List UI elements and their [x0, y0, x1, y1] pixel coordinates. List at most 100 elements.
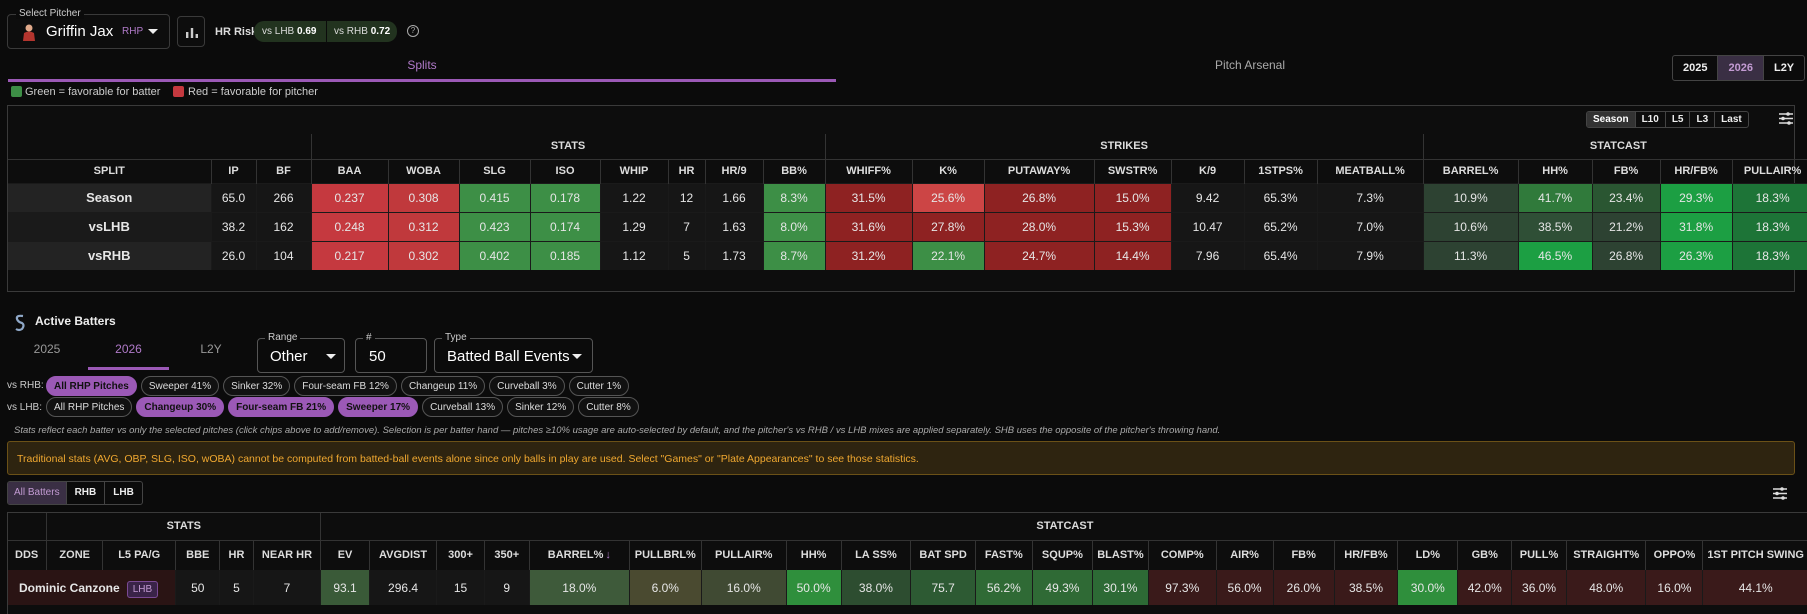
- col-header[interactable]: BF: [256, 159, 312, 183]
- pitch-chip[interactable]: All RHP Pitches: [46, 397, 133, 417]
- batter-col-header[interactable]: DDS: [8, 540, 48, 570]
- batter-year-l2y[interactable]: L2Y: [180, 342, 242, 367]
- pitch-chip[interactable]: All RHP Pitches: [46, 376, 137, 396]
- batter-col-header[interactable]: AVGDIST: [369, 540, 438, 570]
- pitch-chip[interactable]: Sweeper 41%: [140, 376, 220, 396]
- pitch-chip[interactable]: Changeup 11%: [400, 376, 486, 396]
- batter-col-header[interactable]: COMP%: [1148, 540, 1217, 570]
- filter-lhb[interactable]: LHB: [113, 487, 134, 498]
- split-cell: 7.96: [1171, 240, 1245, 270]
- type-select[interactable]: Type Batted Ball Events: [434, 332, 593, 373]
- batter-col-header[interactable]: HR: [219, 540, 254, 570]
- batter-cell: 30.1%: [1092, 570, 1149, 605]
- col-header[interactable]: 1STPS%: [1244, 159, 1318, 183]
- batter-col-header[interactable]: SQUP%: [1032, 540, 1094, 570]
- col-header[interactable]: IP: [211, 159, 257, 183]
- pitch-chip[interactable]: Cutter 1%: [568, 376, 630, 396]
- batter-col-header[interactable]: EV: [320, 540, 370, 570]
- filter-all-batters[interactable]: All Batters: [8, 482, 67, 504]
- help-icon[interactable]: ?: [407, 25, 419, 37]
- range-l5[interactable]: L5: [1666, 112, 1691, 127]
- batter-col-header[interactable]: OPPO%: [1645, 540, 1704, 570]
- col-header[interactable]: WHIFF%: [825, 159, 913, 183]
- batter-col-label: L5 PA/G: [118, 549, 161, 562]
- batter-col-header[interactable]: HR/FB%: [1334, 540, 1399, 570]
- range-last[interactable]: Last: [1721, 114, 1742, 125]
- tab-splits[interactable]: Splits: [8, 58, 836, 82]
- col-header[interactable]: WHIP: [600, 159, 669, 183]
- col-header[interactable]: HH%: [1518, 159, 1593, 183]
- col-header[interactable]: HR/FB%: [1660, 159, 1733, 183]
- batter-col-header[interactable]: BLAST%: [1092, 540, 1149, 570]
- batter-col-label: HH%: [800, 549, 827, 562]
- year-l2y[interactable]: L2Y: [1773, 62, 1795, 74]
- batter-col-header[interactable]: 350+: [484, 540, 530, 570]
- filter-rhb[interactable]: RHB: [67, 482, 106, 504]
- batter-row[interactable]: Dominic Canzone LHB 50 5 7 93.1 296.4 15 9 18.0% 6…: [8, 570, 1807, 605]
- col-header[interactable]: SWSTR%: [1094, 159, 1172, 183]
- count-input[interactable]: # 50: [355, 332, 427, 373]
- batter-col-header[interactable]: FAST%: [975, 540, 1033, 570]
- batter-column-settings-icon[interactable]: [1773, 487, 1787, 500]
- col-header[interactable]: BAA: [311, 159, 389, 183]
- split-cell: 11.3%: [1423, 240, 1519, 270]
- col-header[interactable]: BARREL%: [1423, 159, 1519, 183]
- pitch-chip[interactable]: Sinker 12%: [507, 397, 575, 417]
- pitch-chip[interactable]: Four-seam FB 12%: [294, 376, 397, 396]
- range-l3[interactable]: L3: [1690, 112, 1716, 127]
- year-2026[interactable]: 2026: [1718, 56, 1764, 80]
- col-header[interactable]: HR/9: [705, 159, 764, 183]
- batter-col-header[interactable]: 300+: [436, 540, 485, 570]
- chart-toggle-button[interactable]: [177, 16, 205, 47]
- col-header[interactable]: K/9: [1171, 159, 1245, 183]
- range-season[interactable]: Season: [1587, 112, 1636, 127]
- pitch-chip[interactable]: Four-seam FB 21%: [228, 397, 335, 417]
- batter-col-header[interactable]: AIR%: [1216, 540, 1274, 570]
- col-header[interactable]: SLG: [459, 159, 531, 183]
- year-2025[interactable]: 2025: [1673, 56, 1719, 80]
- col-header[interactable]: SPLIT: [8, 159, 212, 183]
- batter-name[interactable]: Dominic Canzone: [19, 580, 120, 595]
- pitch-chip[interactable]: Changeup 30%: [136, 397, 225, 417]
- batter-col-label: ZONE: [59, 549, 90, 562]
- batter-col-header[interactable]: LD%: [1397, 540, 1459, 570]
- batter-col-header[interactable]: NEAR HR: [253, 540, 322, 570]
- pitch-chip[interactable]: Curveball 3%: [489, 376, 565, 396]
- pitch-chip[interactable]: Sweeper 17%: [338, 397, 419, 417]
- batter-col-header[interactable]: L5 PA/G: [102, 540, 177, 570]
- col-header[interactable]: HR: [668, 159, 706, 183]
- batter-col-header[interactable]: BBE: [175, 540, 221, 570]
- col-header[interactable]: K%: [912, 159, 985, 183]
- pitcher-select[interactable]: Select Pitcher Griffin Jax RHP: [7, 8, 170, 49]
- batter-year-2025[interactable]: 2025: [16, 342, 78, 367]
- batter-col-header[interactable]: FB%: [1273, 540, 1335, 570]
- pitch-chip[interactable]: Cutter 8%: [578, 397, 639, 417]
- batter-col-header[interactable]: 1ST PITCH SWING: [1702, 540, 1807, 570]
- col-header[interactable]: WOBA: [388, 159, 460, 183]
- col-header[interactable]: MEATBALL%: [1317, 159, 1424, 183]
- vs-lhb-chips-label: vs LHB:: [7, 402, 43, 413]
- pitch-chip[interactable]: Curveball 13%: [422, 397, 504, 417]
- col-header[interactable]: PULLAIR%: [1732, 159, 1807, 183]
- batter-col-header[interactable]: LA SS%: [841, 540, 912, 570]
- col-header[interactable]: PUTAWAY%: [984, 159, 1095, 183]
- batter-col-header[interactable]: GB%: [1457, 540, 1513, 570]
- col-header[interactable]: ISO: [530, 159, 601, 183]
- tab-pitch-arsenal[interactable]: Pitch Arsenal: [836, 58, 1664, 82]
- batter-col-header[interactable]: PULLAIR%: [701, 540, 787, 570]
- batter-col-header[interactable]: BARREL% ↓: [529, 540, 630, 570]
- batter-col-header[interactable]: STRAIGHT%: [1566, 540, 1647, 570]
- range-l10[interactable]: L10: [1636, 112, 1666, 127]
- batter-col-label: AIR%: [1230, 549, 1259, 562]
- pitch-chip[interactable]: Sinker 32%: [223, 376, 291, 396]
- batter-col-header[interactable]: ZONE: [46, 540, 104, 570]
- col-header[interactable]: BB%: [763, 159, 826, 183]
- batter-year-2026[interactable]: 2026: [88, 342, 169, 370]
- batter-col-header[interactable]: HH%: [786, 540, 842, 570]
- col-header[interactable]: FB%: [1592, 159, 1661, 183]
- column-settings-icon[interactable]: [1779, 112, 1793, 125]
- batter-col-header[interactable]: PULL%: [1511, 540, 1567, 570]
- batter-col-header[interactable]: BAT SPD: [910, 540, 976, 570]
- batter-col-header[interactable]: PULLBRL%: [629, 540, 702, 570]
- range-select[interactable]: Range Other: [257, 332, 345, 373]
